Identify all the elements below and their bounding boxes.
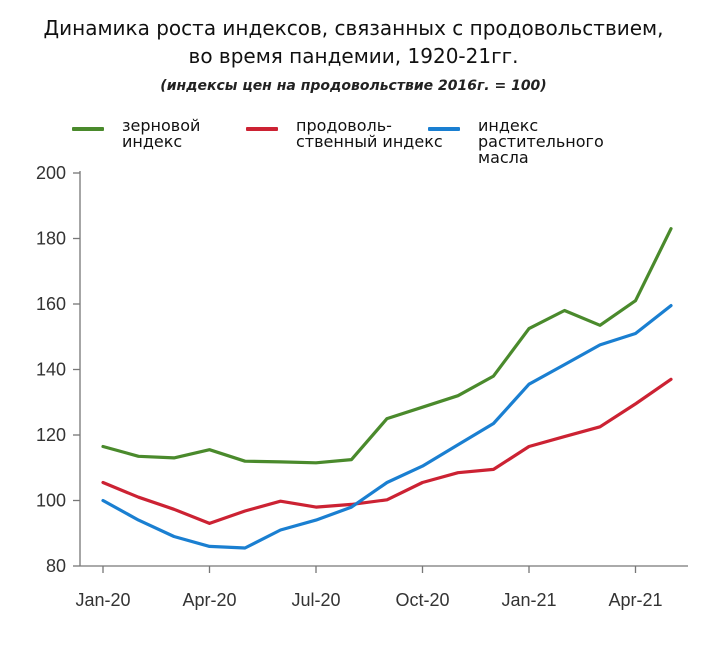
chart-title-line-2: во время пандемии, 1920-21гг. (188, 44, 519, 68)
series-line-food (101, 377, 673, 526)
chart-title-line-1: Динамика роста индексов, связанных с про… (43, 16, 664, 40)
legend-item-veg-oil: индекс растительного масла (428, 118, 604, 166)
legend-item-food: продоволь- ственный индекс (246, 118, 443, 150)
y-tick-label: 80 (46, 556, 66, 576)
x-tick-label: Apr-21 (608, 590, 662, 610)
x-tick-label: Jan-21 (501, 590, 556, 610)
y-tick-label: 160 (36, 294, 66, 314)
y-tick-label: 120 (36, 425, 66, 445)
x-tick-label: Apr-20 (182, 590, 236, 610)
series-line-grain (101, 227, 673, 465)
x-tick-label: Oct-20 (395, 590, 449, 610)
legend-label-grain: зерновой индекс (122, 116, 201, 151)
y-tick-label: 140 (36, 360, 66, 380)
chart-subtitle: (индексы цен на продовольствие 2016г. = … (160, 78, 547, 94)
legend-swatch-veg-oil (428, 127, 460, 131)
legend-label-food: продоволь- ственный индекс (296, 116, 443, 151)
chart-title: Динамика роста индексов, связанных с про… (0, 14, 707, 70)
x-tick-label: Jul-20 (291, 590, 340, 610)
chart-axes (73, 171, 688, 573)
y-tick-label: 200 (36, 163, 66, 183)
legend-label-veg-oil: индекс растительного масла (478, 116, 604, 167)
series-line-veg-oil (101, 304, 673, 550)
legend-swatch-food (246, 127, 278, 131)
chart-series (101, 227, 673, 550)
legend-swatch-grain (72, 127, 104, 131)
y-tick-label: 180 (36, 229, 66, 249)
y-tick-label: 100 (36, 491, 66, 511)
chart-tick-labels: 80 100 120 140 160 180 200 Jan-20 Apr-20 Jul-20 Oc… (36, 163, 663, 610)
x-tick-label: Jan-20 (75, 590, 130, 610)
legend-item-grain: зерновой индекс (72, 118, 200, 150)
